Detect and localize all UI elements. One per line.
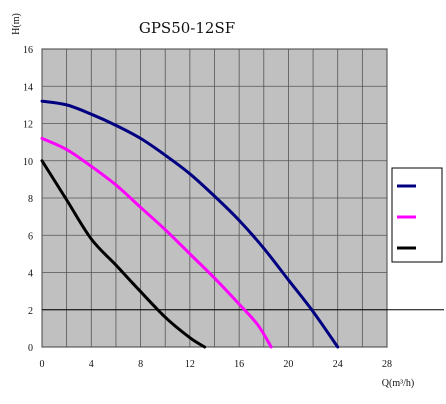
legend-box xyxy=(391,167,443,263)
series-line-1 xyxy=(40,99,340,349)
series-line-3 xyxy=(40,159,207,349)
series-layer xyxy=(40,99,340,349)
x-tick-label: 8 xyxy=(138,359,143,370)
x-tick-label: 24 xyxy=(333,359,343,370)
y-tick-label: 2 xyxy=(28,306,33,317)
y-tick-label: 0 xyxy=(28,343,33,354)
x-tick-label: 0 xyxy=(40,359,45,370)
x-axis-label: Q(m³/h) xyxy=(382,378,414,389)
chart-title: GPS50-12SF xyxy=(139,19,235,37)
x-tick-label: 12 xyxy=(185,359,195,370)
legend xyxy=(391,167,443,263)
x-tick-label: 20 xyxy=(283,359,293,370)
y-tick-label: 12 xyxy=(23,120,33,131)
y-tick-label: 16 xyxy=(23,45,33,56)
x-tick-label: 28 xyxy=(382,359,392,370)
y-tick-label: 10 xyxy=(23,157,33,168)
y-tick-label: 14 xyxy=(23,82,33,93)
y-tick-label: 8 xyxy=(28,194,33,205)
series-line-2 xyxy=(40,136,273,349)
y-tick-label: 4 xyxy=(28,269,33,280)
x-tick-label: 4 xyxy=(89,359,94,370)
grid-lines xyxy=(41,48,388,348)
y-tick-label: 6 xyxy=(28,231,33,242)
y-axis-label: H(m) xyxy=(11,13,22,35)
x-tick-label: 16 xyxy=(234,359,244,370)
